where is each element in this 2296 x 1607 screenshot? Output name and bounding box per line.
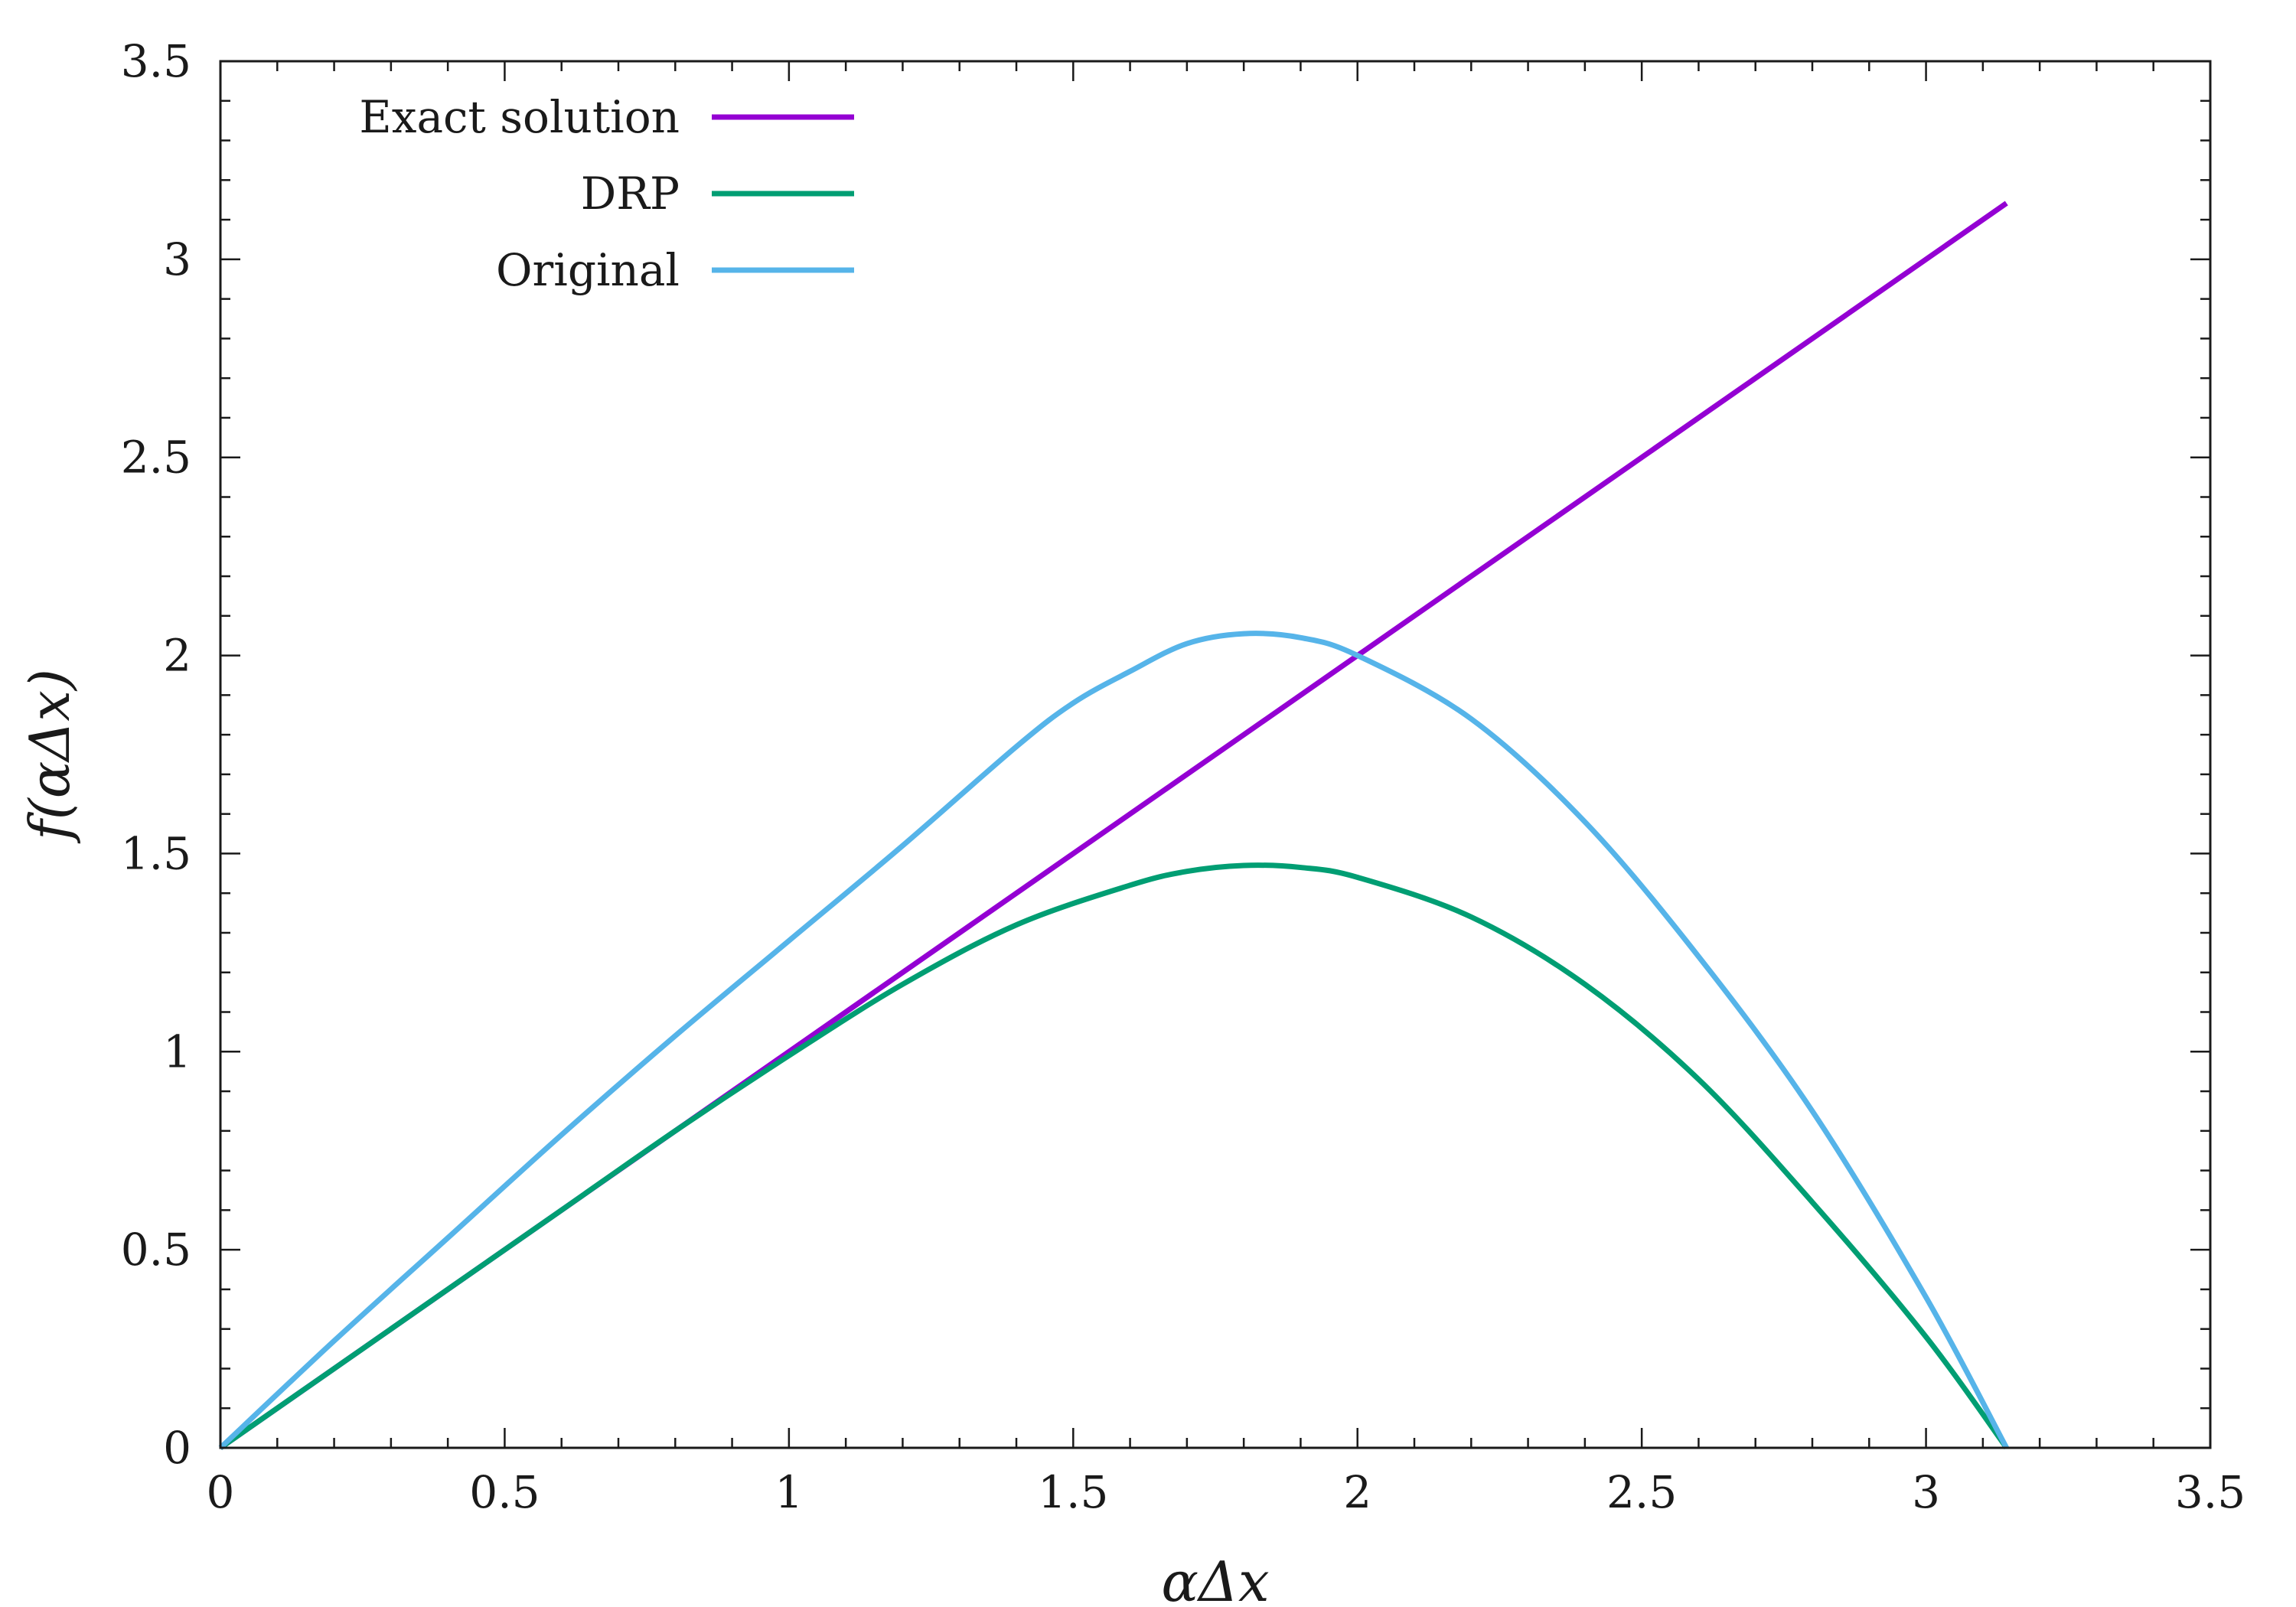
series-line-drp (218, 862, 2009, 1450)
x-tick-label: 2.5 (1606, 1466, 1677, 1518)
x-tick-label: 3 (1912, 1466, 1940, 1518)
y-tick-label: 2.5 (121, 432, 191, 484)
x-tick-label: 1 (775, 1466, 803, 1518)
legend: Exact solution DRP Original (359, 91, 854, 296)
y-tick-label: 2 (163, 630, 191, 682)
series-layer (218, 200, 2009, 1450)
ticks-layer (219, 60, 2212, 1449)
y-tick-label: 1.5 (121, 827, 191, 879)
legend-label-drp: DRP (581, 168, 680, 220)
x-tick-label: 0 (207, 1466, 235, 1518)
x-tick-label: 0.5 (469, 1466, 540, 1518)
y-tick-label: 1 (163, 1025, 191, 1077)
tick-labels-layer: 0 0.5 1 1.5 2 2.5 3 3.5 0 0.5 1 1.5 2 2.5 3 3.5 (121, 35, 2245, 1518)
legend-label-exact-solution: Exact solution (359, 91, 680, 143)
y-tick-label: 3 (163, 233, 191, 285)
x-axis-label: αΔx (1161, 1550, 1269, 1607)
legend-label-original: Original (496, 244, 680, 296)
x-tick-label: 1.5 (1038, 1466, 1108, 1518)
y-tick-label: 0 (163, 1422, 191, 1474)
plot-frame (219, 60, 2212, 1449)
y-tick-label: 0.5 (121, 1224, 191, 1276)
x-tick-label: 3.5 (2175, 1466, 2245, 1518)
x-tick-label: 2 (1343, 1466, 1371, 1518)
series-line-original (218, 631, 2009, 1450)
y-tick-label: 3.5 (121, 35, 191, 87)
y-axis-label: f(αΔx) (18, 669, 82, 844)
